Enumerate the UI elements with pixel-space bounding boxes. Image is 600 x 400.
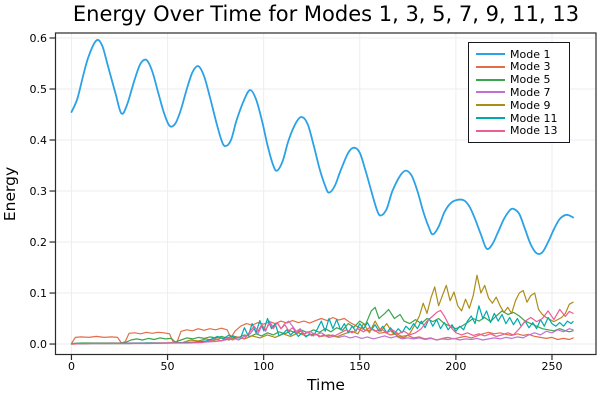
x-tick-label: 150 — [349, 360, 370, 373]
legend-entry: Mode 7 — [476, 86, 567, 98]
x-tick-label: 50 — [161, 360, 175, 373]
legend-line-sample — [476, 78, 505, 81]
series-line-mode-1 — [70, 39, 574, 255]
x-tick-label: 100 — [253, 360, 274, 373]
y-tick-label: 0.5 — [30, 83, 48, 96]
legend-entry: Mode 13 — [476, 125, 567, 137]
legend-line-sample — [476, 104, 505, 107]
legend-entry-label: Mode 5 — [510, 73, 551, 87]
tick-group — [49, 37, 553, 360]
chart-title: Energy Over Time for Modes 1, 3, 5, 7, 9… — [73, 2, 579, 26]
legend-entry: Mode 9 — [476, 99, 567, 111]
y-tick-label: 0.1 — [30, 287, 48, 300]
legend-entry-label: Mode 9 — [510, 98, 551, 112]
legend-entry: Mode 11 — [476, 112, 567, 124]
x-tick-label: 200 — [445, 360, 466, 373]
legend: Mode 1 Mode 3 Mode 5 Mode 7 Mode 9 Mode 11 Mod… — [468, 42, 570, 143]
legend-line-sample — [476, 65, 505, 68]
x-tick-label: 0 — [68, 360, 75, 373]
plot-frame — [54, 32, 597, 356]
y-tick-label: 0.0 — [30, 338, 48, 351]
series-group — [70, 39, 574, 345]
frame-group — [54, 32, 597, 356]
legend-entry: Mode 3 — [476, 61, 567, 73]
legend-entry: Mode 1 — [476, 48, 567, 60]
y-axis-label: Energy — [1, 167, 19, 221]
tick-label-group: 0 50 100 150 200 250 0.0 0.1 0.2 0.3 0.4 0.5 0.6 — [30, 32, 563, 373]
legend-entry-label: Mode 11 — [510, 111, 558, 125]
y-tick-label: 0.2 — [30, 236, 48, 249]
series-line-mode-5 — [70, 306, 574, 345]
y-tick-label: 0.3 — [30, 185, 48, 198]
legend-entry: Mode 5 — [476, 74, 567, 86]
legend-entry-label: Mode 7 — [510, 85, 551, 99]
y-tick-label: 0.4 — [30, 134, 48, 147]
legend-entry-label: Mode 13 — [510, 124, 558, 138]
y-tick-label: 0.6 — [30, 32, 48, 45]
legend-entry-label: Mode 3 — [510, 60, 551, 74]
series-line-mode-13 — [70, 308, 574, 345]
legend-line-sample — [476, 53, 505, 55]
legend-line-sample — [476, 91, 505, 94]
legend-line-sample — [476, 117, 505, 120]
series-line-mode-3 — [70, 316, 574, 345]
x-tick-label: 250 — [541, 360, 562, 373]
legend-entry-label: Mode 1 — [510, 47, 551, 61]
legend-line-sample — [476, 129, 505, 132]
x-axis-label: Time — [306, 376, 345, 394]
